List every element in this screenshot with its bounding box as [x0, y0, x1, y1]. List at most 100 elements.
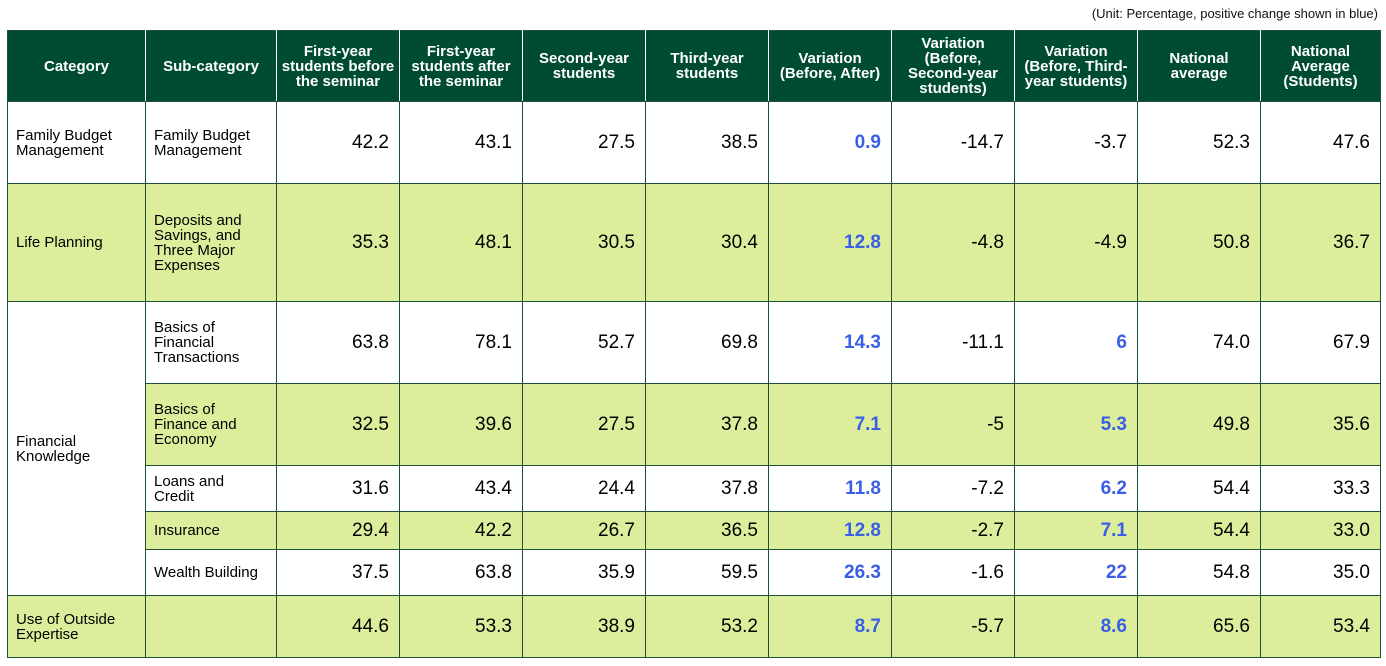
value-cell: 47.6 — [1260, 101, 1381, 184]
table-row: Family Budget Management Family Budget M… — [7, 101, 1381, 184]
value-cell: 12.8 — [768, 511, 892, 550]
value-cell: -3.7 — [1014, 101, 1138, 184]
value-cell: 39.6 — [399, 383, 523, 466]
value-cell: 14.3 — [768, 301, 892, 384]
value-cell: 49.8 — [1137, 383, 1261, 466]
value-cell: 8.6 — [1014, 595, 1138, 658]
value-cell: 22 — [1014, 549, 1138, 596]
value-cell: 35.0 — [1260, 549, 1381, 596]
value-cell: 7.1 — [1014, 511, 1138, 550]
value-cell: 26.3 — [768, 549, 892, 596]
value-cell: 24.4 — [522, 465, 646, 512]
value-cell: 42.2 — [276, 101, 400, 184]
value-cell: -5.7 — [891, 595, 1015, 658]
value-cell: 31.6 — [276, 465, 400, 512]
value-cell: 54.4 — [1137, 465, 1261, 512]
header-second-year: Second-year students — [522, 30, 646, 102]
value-cell: 12.8 — [768, 183, 892, 302]
value-cell: 74.0 — [1137, 301, 1261, 384]
results-table: Category Sub-category First-year student… — [7, 30, 1381, 658]
value-cell: 54.4 — [1137, 511, 1261, 550]
header-category: Category — [7, 30, 146, 102]
header-variation-before-second-year: Variation (Before, Second-year students) — [891, 30, 1015, 102]
value-cell: -4.9 — [1014, 183, 1138, 302]
subcategory-cell: Deposits and Savings, and Three Major Ex… — [145, 183, 277, 302]
value-cell: 35.9 — [522, 549, 646, 596]
subcategory-cell: Loans and Credit — [145, 465, 277, 512]
table-header: Category Sub-category First-year student… — [7, 30, 1381, 102]
header-third-year: Third-year students — [645, 30, 769, 102]
value-cell: 38.5 — [645, 101, 769, 184]
table-row: Basics of Finance and Economy 32.5 39.6 … — [8, 383, 1381, 466]
value-cell: 50.8 — [1137, 183, 1261, 302]
category-cell: Financial Knowledge — [7, 301, 146, 596]
value-cell: -2.7 — [891, 511, 1015, 550]
value-cell: 6 — [1014, 301, 1138, 384]
header-first-year-before: First-year students before the seminar — [276, 30, 400, 102]
value-cell: 53.2 — [645, 595, 769, 658]
table-row: Financial Knowledge Basics of Financial … — [7, 301, 1381, 596]
table-row: Wealth Building 37.5 63.8 35.9 59.5 26.3… — [8, 549, 1381, 596]
header-variation-before-third-year: Variation (Before, Third-year students) — [1014, 30, 1138, 102]
value-cell: 48.1 — [399, 183, 523, 302]
unit-note: (Unit: Percentage, positive change shown… — [1091, 6, 1378, 21]
value-cell: 33.3 — [1260, 465, 1381, 512]
value-cell: 78.1 — [399, 301, 523, 384]
value-cell: 11.8 — [768, 465, 892, 512]
value-cell: 59.5 — [645, 549, 769, 596]
subcategory-cell: Wealth Building — [145, 549, 277, 596]
value-cell: 63.8 — [276, 301, 400, 384]
value-cell: 30.4 — [645, 183, 769, 302]
value-cell: 44.6 — [276, 595, 400, 658]
subcategory-cell: Basics of Finance and Economy — [145, 383, 277, 466]
category-cell: Family Budget Management — [7, 101, 146, 184]
subcategory-cell — [145, 595, 277, 658]
header-subcategory: Sub-category — [145, 30, 277, 102]
value-cell: 8.7 — [768, 595, 892, 658]
value-cell: 38.9 — [522, 595, 646, 658]
value-cell: 36.7 — [1260, 183, 1381, 302]
value-cell: -14.7 — [891, 101, 1015, 184]
value-cell: 27.5 — [522, 101, 646, 184]
value-cell: 63.8 — [399, 549, 523, 596]
header-first-year-after: First-year students after the seminar — [399, 30, 523, 102]
header-row: Category Sub-category First-year student… — [7, 30, 1381, 102]
value-cell: 53.3 — [399, 595, 523, 658]
value-cell: 69.8 — [645, 301, 769, 384]
header-national-average: National average — [1137, 30, 1261, 102]
category-cell: Life Planning — [7, 183, 146, 302]
value-cell: 43.1 — [399, 101, 523, 184]
value-cell: 52.3 — [1137, 101, 1261, 184]
value-cell: 53.4 — [1260, 595, 1381, 658]
value-cell: 5.3 — [1014, 383, 1138, 466]
value-cell: 52.7 — [522, 301, 646, 384]
table-row: Use of Outside Expertise 44.6 53.3 38.9 … — [7, 595, 1381, 658]
value-cell: -7.2 — [891, 465, 1015, 512]
subcategory-cell: Insurance — [145, 511, 277, 550]
subcategory-cell: Family Budget Management — [145, 101, 277, 184]
value-cell: 33.0 — [1260, 511, 1381, 550]
value-cell: 37.5 — [276, 549, 400, 596]
table-row: Insurance 29.4 42.2 26.7 36.5 12.8 -2.7 … — [8, 511, 1381, 550]
value-cell: 36.5 — [645, 511, 769, 550]
value-cell: 7.1 — [768, 383, 892, 466]
value-cell: -11.1 — [891, 301, 1015, 384]
value-cell: 27.5 — [522, 383, 646, 466]
value-cell: 29.4 — [276, 511, 400, 550]
table-body: Family Budget Management Family Budget M… — [7, 101, 1381, 658]
value-cell: 35.3 — [276, 183, 400, 302]
value-cell: 6.2 — [1014, 465, 1138, 512]
subcategory-cell: Basics of Financial Transactions — [145, 301, 277, 384]
value-cell: 32.5 — [276, 383, 400, 466]
value-cell: -1.6 — [891, 549, 1015, 596]
value-cell: 35.6 — [1260, 383, 1381, 466]
value-cell: 0.9 — [768, 101, 892, 184]
value-cell: 37.8 — [645, 383, 769, 466]
header-national-average-students: National Average (Students) — [1260, 30, 1381, 102]
value-cell: 37.8 — [645, 465, 769, 512]
value-cell: 42.2 — [399, 511, 523, 550]
value-cell: 67.9 — [1260, 301, 1381, 384]
table-row: Life Planning Deposits and Savings, and … — [7, 183, 1381, 302]
value-cell: 43.4 — [399, 465, 523, 512]
value-cell: 30.5 — [522, 183, 646, 302]
